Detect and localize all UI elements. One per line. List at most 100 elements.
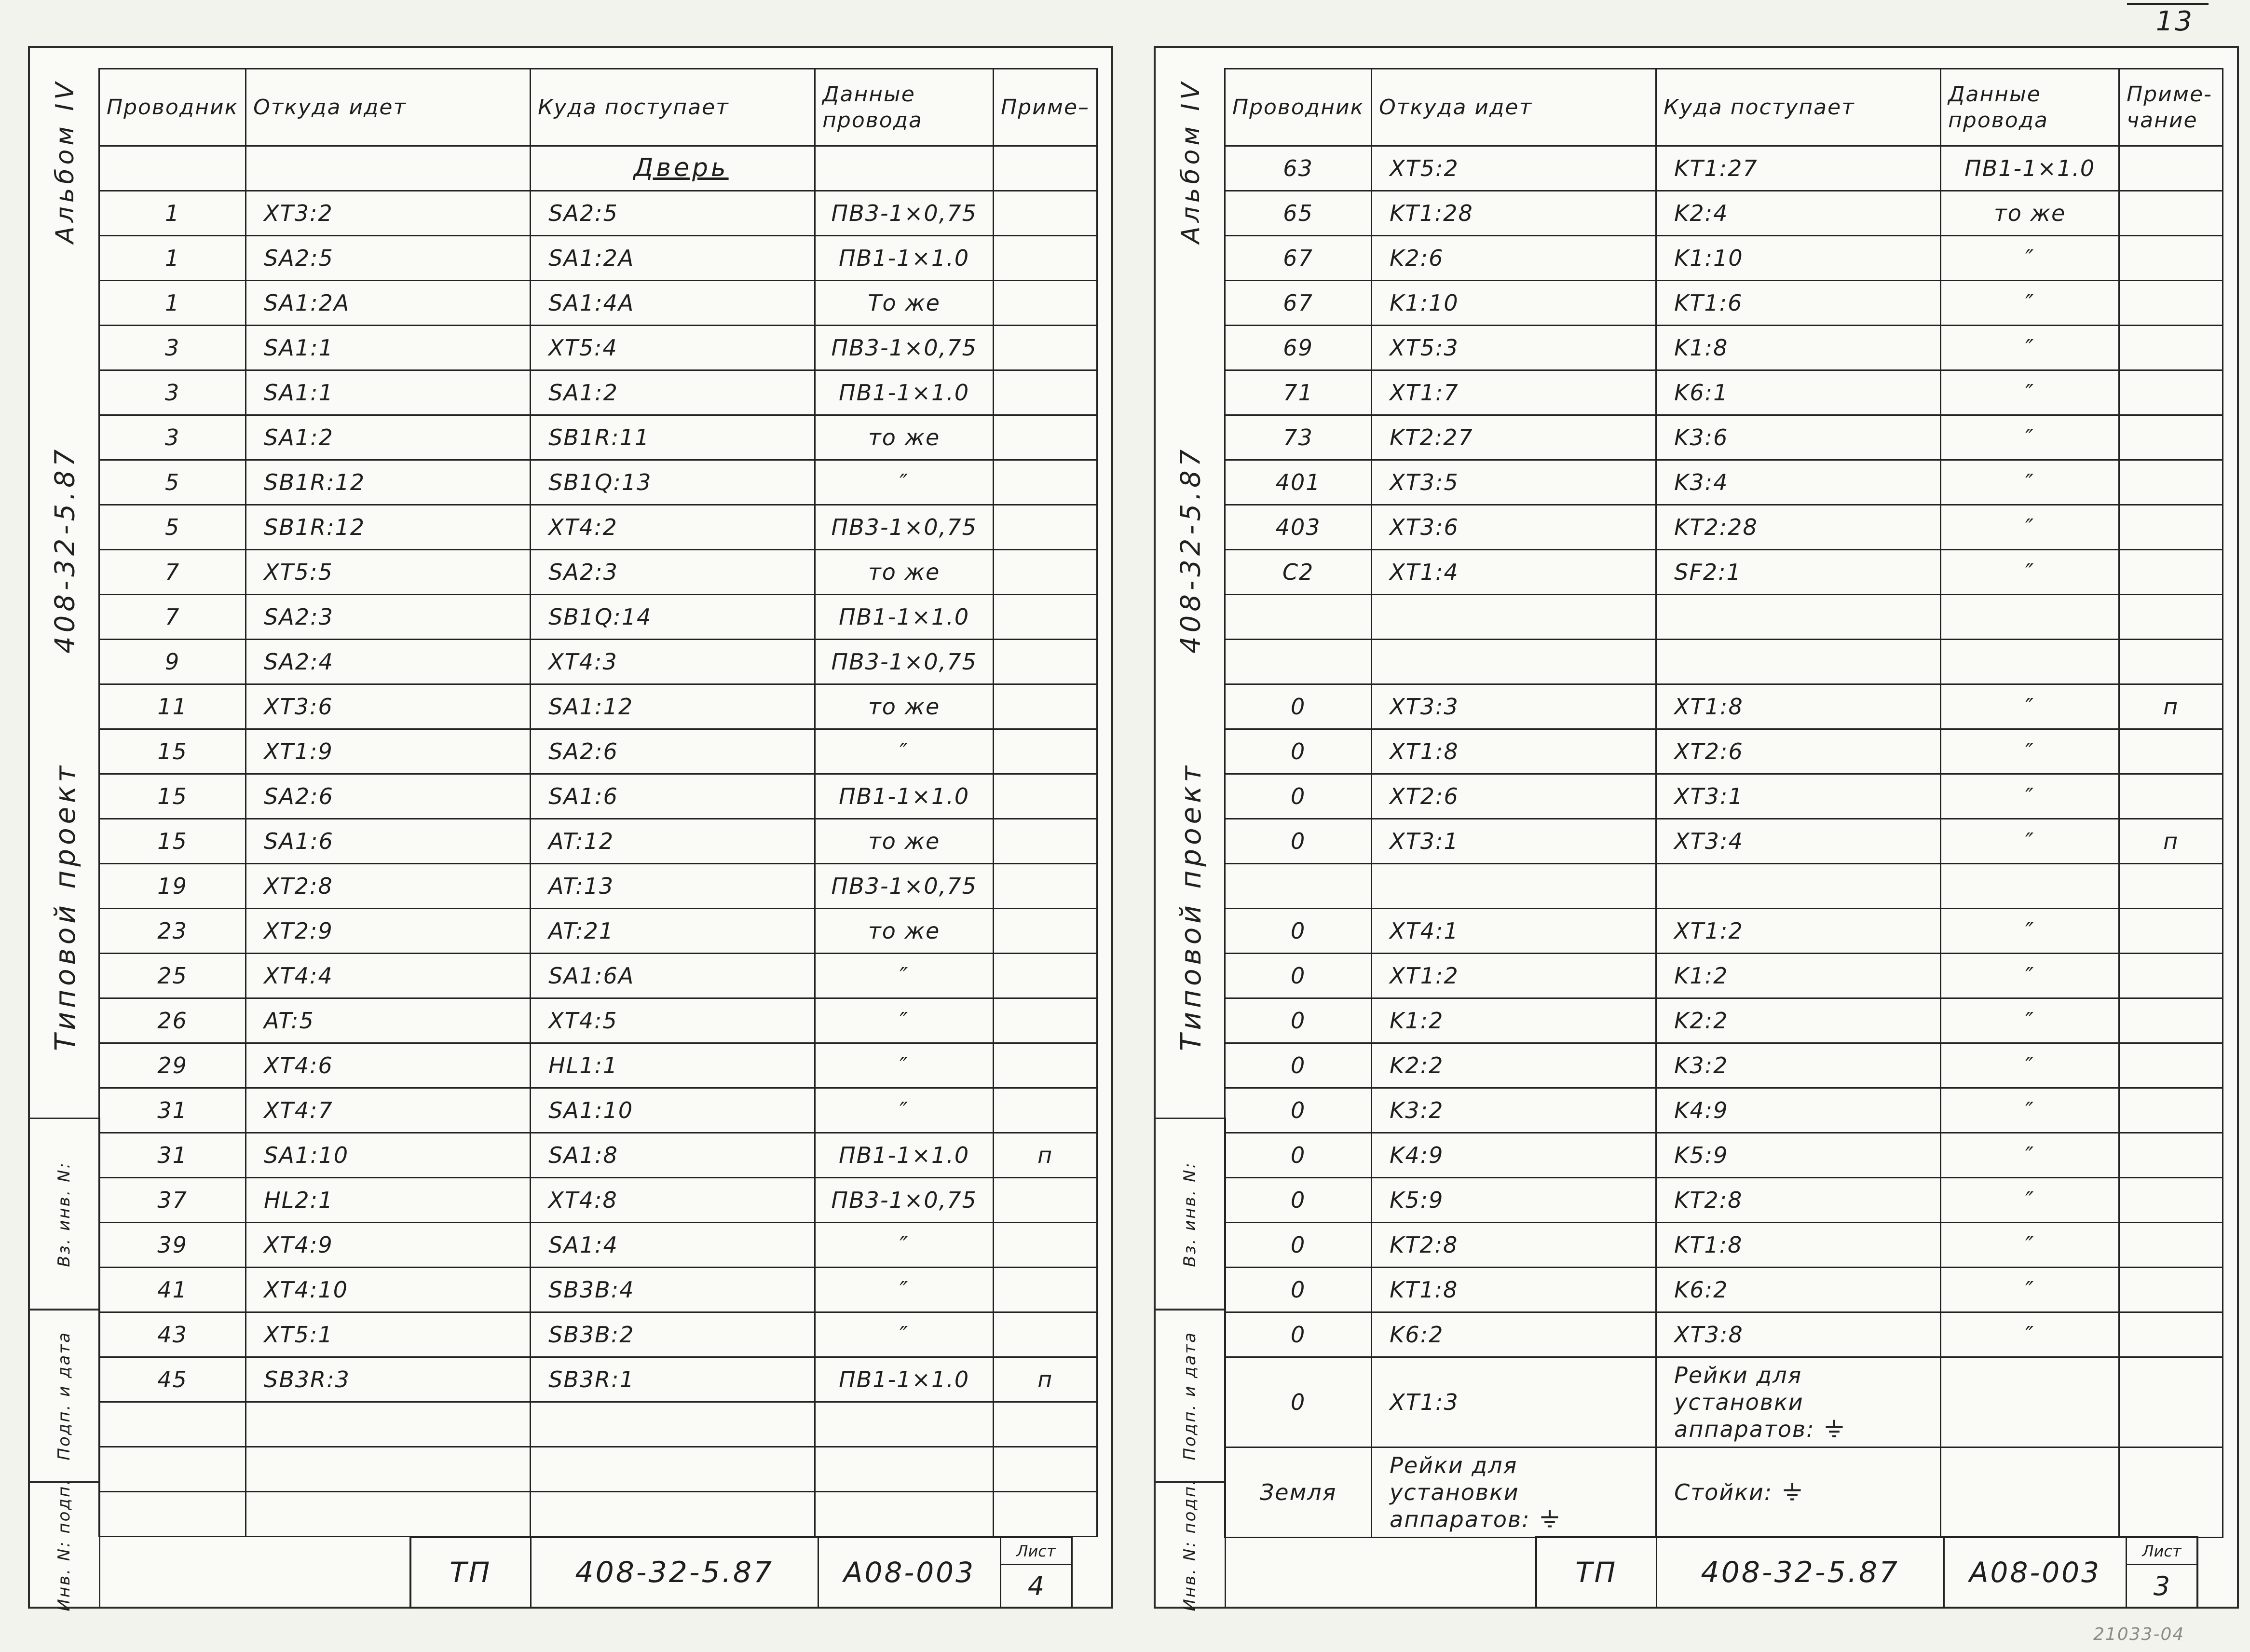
table-cell (98, 145, 247, 191)
table-cell: XT2:9 (245, 908, 532, 954)
table-row: 0 XT2:6 XT3:1 ″ (1224, 773, 2224, 819)
table-cell: ПВ1-1×1.0 (1940, 145, 2120, 191)
table-cell (2118, 1177, 2224, 1223)
table-cell: 0 (1224, 908, 1373, 954)
title-block-doc-number: А08-003 (1945, 1538, 2127, 1607)
table-cell: XT4:5 (530, 997, 816, 1044)
table-cell (993, 1222, 1098, 1268)
table-cell: 1 (98, 190, 247, 236)
table-cell: SA2:3 (245, 594, 532, 640)
table-cell: KT1:8 (1371, 1267, 1657, 1313)
table-cell: 7 (98, 549, 247, 595)
table-cell: 11 (98, 683, 247, 730)
table-cell: 5 (98, 459, 247, 505)
table-cell: ″ (814, 459, 995, 505)
ground-icon (1784, 1483, 1801, 1501)
table-cell (98, 1491, 247, 1537)
table-cell (2118, 997, 2224, 1044)
table-cell: 0 (1224, 1356, 1373, 1448)
table-cell: 41 (98, 1267, 247, 1313)
table-row: 29 XT4:6 HL1:1 ″ (98, 1042, 1098, 1089)
table-row: 9 SA2:4 XT4:3 ПВ3-1×0,75 (98, 639, 1098, 685)
table-cell: 19 (98, 863, 247, 909)
table-row: 0 K6:2 XT3:8 ″ (1224, 1311, 2224, 1358)
table-cell (993, 549, 1098, 595)
table-cell: 15 (98, 818, 247, 864)
table-row: 41 XT4:10 SB3B:4 ″ (98, 1267, 1098, 1313)
table-cell: 0 (1224, 1087, 1373, 1133)
stamp-box-label: Инв. N: подп. (55, 1478, 74, 1611)
table-row: 23 XT2:9 AT:21 то же (98, 908, 1098, 954)
sheet-label: Лист (2127, 1538, 2196, 1565)
table-row: 63 XT5:2 KT1:27 ПВ1-1×1.0 (1224, 145, 2224, 191)
table-row: 0 XT1:2 K1:2 ″ (1224, 953, 2224, 999)
table-row (98, 1401, 1098, 1447)
table-cell (2118, 728, 2224, 775)
table-cell (98, 1401, 247, 1447)
title-block: ТП 408-32-5.87 А08-003 Лист 4 (409, 1536, 1073, 1609)
table-cell (993, 414, 1098, 461)
table-cell: K1:2 (1371, 997, 1657, 1044)
table-cell: ″ (1940, 1087, 2120, 1133)
table-cell: 0 (1224, 818, 1373, 864)
table-row: 43 XT5:1 SB3B:2 ″ (98, 1311, 1098, 1358)
column-header: Куда поступает (1655, 68, 1942, 147)
table-row: 37 HL2:1 XT4:8 ПВ3-1×0,75 (98, 1177, 1098, 1223)
table-cell (993, 325, 1098, 371)
table-cell: K3:4 (1655, 459, 1942, 505)
table-row: 31 XT4:7 SA1:10 ″ (98, 1087, 1098, 1133)
table-row: 67 K2:6 K1:10 ″ (1224, 235, 2224, 281)
table-cell: то же (814, 414, 995, 461)
stamp-box-vz-inv: Вз. инв. N: (28, 1118, 100, 1311)
table-cell (2118, 145, 2224, 191)
table-cell: XT3:1 (1371, 818, 1657, 864)
table-cell: KT2:28 (1655, 504, 1942, 550)
table-cell: XT1:2 (1655, 908, 1942, 954)
table-cell: AT:21 (530, 908, 816, 954)
table-cell (2118, 953, 2224, 999)
table-cell: SA2:6 (245, 773, 532, 819)
table-cell: XT1:2 (1371, 953, 1657, 999)
title-block-project-code: 408-32-5.87 (1657, 1538, 1945, 1607)
table-row: 15 XT1:9 SA2:6 ″ (98, 728, 1098, 775)
table-header-row: Проводник Откуда идет Куда поступает Данные… (1224, 68, 2224, 147)
table-row: 1 XT3:2 SA2:5 ПВ3-1×0,75 (98, 190, 1098, 236)
page-number: 13 (2127, 3, 2209, 37)
table-cell: 45 (98, 1356, 247, 1403)
table-cell: KT1:28 (1371, 190, 1657, 236)
table-cell: XT4:6 (245, 1042, 532, 1089)
table-cell: ПВ1-1×1.0 (814, 1356, 995, 1403)
table-cell: 37 (98, 1177, 247, 1223)
table-cell: K3:2 (1371, 1087, 1657, 1133)
table-cell (2118, 1356, 2224, 1448)
table-cell: XT4:8 (530, 1177, 816, 1223)
table-cell: XT3:6 (1371, 504, 1657, 550)
table-row: 0 XT3:3 XT1:8 ″ п (1224, 683, 2224, 730)
table-cell: 0 (1224, 953, 1373, 999)
title-block-doc-number: А08-003 (819, 1538, 1001, 1607)
table-cell: XT1:4 (1371, 549, 1657, 595)
table-cell: KT1:8 (1655, 1222, 1942, 1268)
table-cell: XT4:3 (530, 639, 816, 685)
title-block-project-code: 408-32-5.87 (532, 1538, 819, 1607)
column-header: Приме-чание (2118, 68, 2224, 147)
table-cell: XT5:3 (1371, 325, 1657, 371)
table-cell (1655, 594, 1942, 640)
table-row: 31 SA1:10 SA1:8 ПВ1-1×1.0 п (98, 1132, 1098, 1178)
stamp-box-label: Вз. инв. N: (1180, 1161, 1200, 1267)
table-cell: 3 (98, 414, 247, 461)
table-cell: SA1:2A (245, 280, 532, 326)
table-row (1224, 594, 2224, 640)
table-cell: XT3:5 (1371, 459, 1657, 505)
table-cell: 65 (1224, 190, 1373, 236)
table-cell: ПВ1-1×1.0 (814, 1132, 995, 1178)
table-cell (530, 1491, 816, 1537)
table-cell (993, 1177, 1098, 1223)
table-cell (2118, 504, 2224, 550)
sidebar-project-type: Типовой проект (1174, 762, 1207, 1051)
table-cell: XT4:9 (245, 1222, 532, 1268)
table-cell: XT5:5 (245, 549, 532, 595)
sheet-left: Альбом IV 408-32-5.87 Типовой проект Вз.… (28, 46, 1113, 1611)
table-cell: XT2:6 (1371, 773, 1657, 819)
table-cell: 43 (98, 1311, 247, 1358)
